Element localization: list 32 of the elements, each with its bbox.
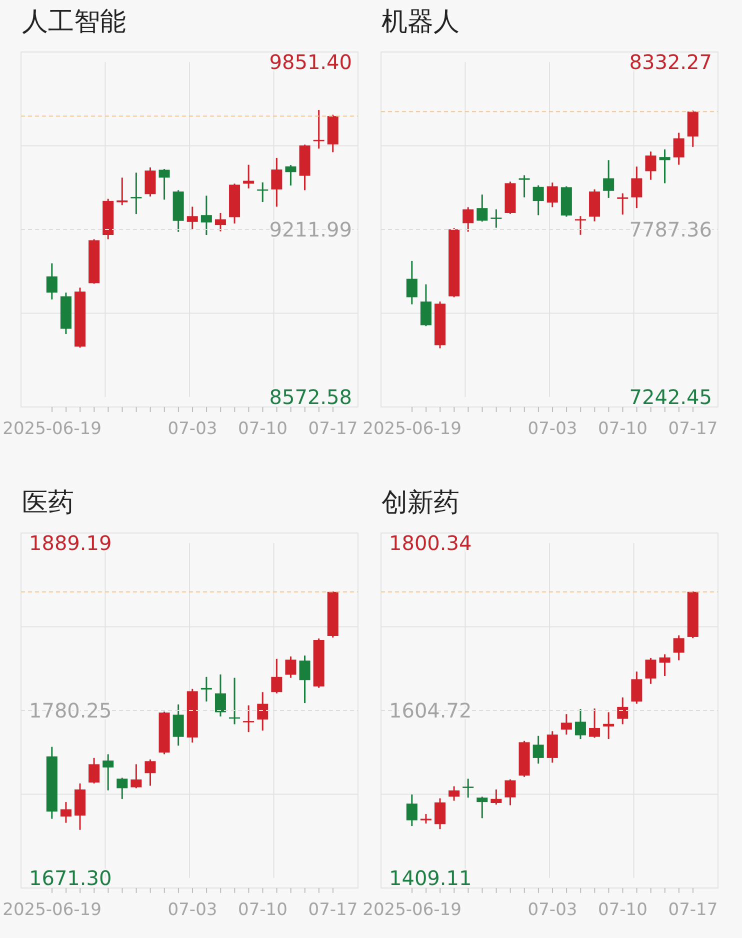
y-tick-label: 1409.11 (388, 866, 472, 890)
x-tick-label: 07-17 (308, 900, 358, 920)
x-tick-label: 2025-06-19 (362, 900, 461, 920)
x-tick-label: 07-10 (598, 419, 647, 439)
x-tick-label: 2025-06-19 (362, 419, 461, 439)
x-tick-label: 07-17 (308, 419, 358, 439)
x-tick-label: 07-17 (668, 900, 718, 920)
x-tick-label: 2025-06-19 (2, 900, 102, 920)
chart-title: 创新药 (382, 487, 460, 519)
x-tick-label: 07-10 (598, 900, 647, 920)
y-tick-label: 1671.30 (29, 866, 112, 890)
chart-title: 人工智能 (22, 6, 126, 38)
y-tick-label: 1889.19 (29, 531, 112, 555)
x-tick-label: 07-03 (527, 419, 577, 439)
y-tick-label: 1800.34 (388, 531, 472, 555)
y-tick-label: 1780.25 (29, 698, 112, 722)
chart-title: 医药 (22, 487, 74, 519)
x-tick-label: 2025-06-19 (2, 419, 102, 439)
x-tick-label: 07-03 (527, 900, 577, 920)
x-tick-label: 07-10 (238, 419, 288, 439)
y-tick-label: 9851.40 (269, 50, 352, 74)
y-tick-label: 1604.72 (388, 698, 472, 723)
x-tick-label: 07-10 (238, 900, 288, 920)
y-tick-label: 7242.45 (628, 385, 712, 409)
x-tick-label: 07-17 (668, 419, 718, 439)
chart-title: 机器人 (382, 6, 460, 38)
y-tick-label: 9211.99 (269, 218, 352, 242)
y-tick-label: 8332.27 (628, 50, 712, 74)
x-tick-label: 07-03 (168, 419, 218, 439)
y-tick-label: 7787.36 (628, 218, 712, 242)
y-tick-label: 8572.58 (269, 385, 352, 409)
x-tick-label: 07-03 (168, 900, 218, 920)
